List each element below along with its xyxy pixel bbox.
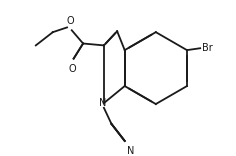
Text: N: N bbox=[99, 98, 107, 108]
Text: O: O bbox=[69, 64, 76, 74]
Text: N: N bbox=[126, 146, 134, 156]
Text: O: O bbox=[66, 17, 74, 27]
Text: Br: Br bbox=[202, 43, 213, 53]
